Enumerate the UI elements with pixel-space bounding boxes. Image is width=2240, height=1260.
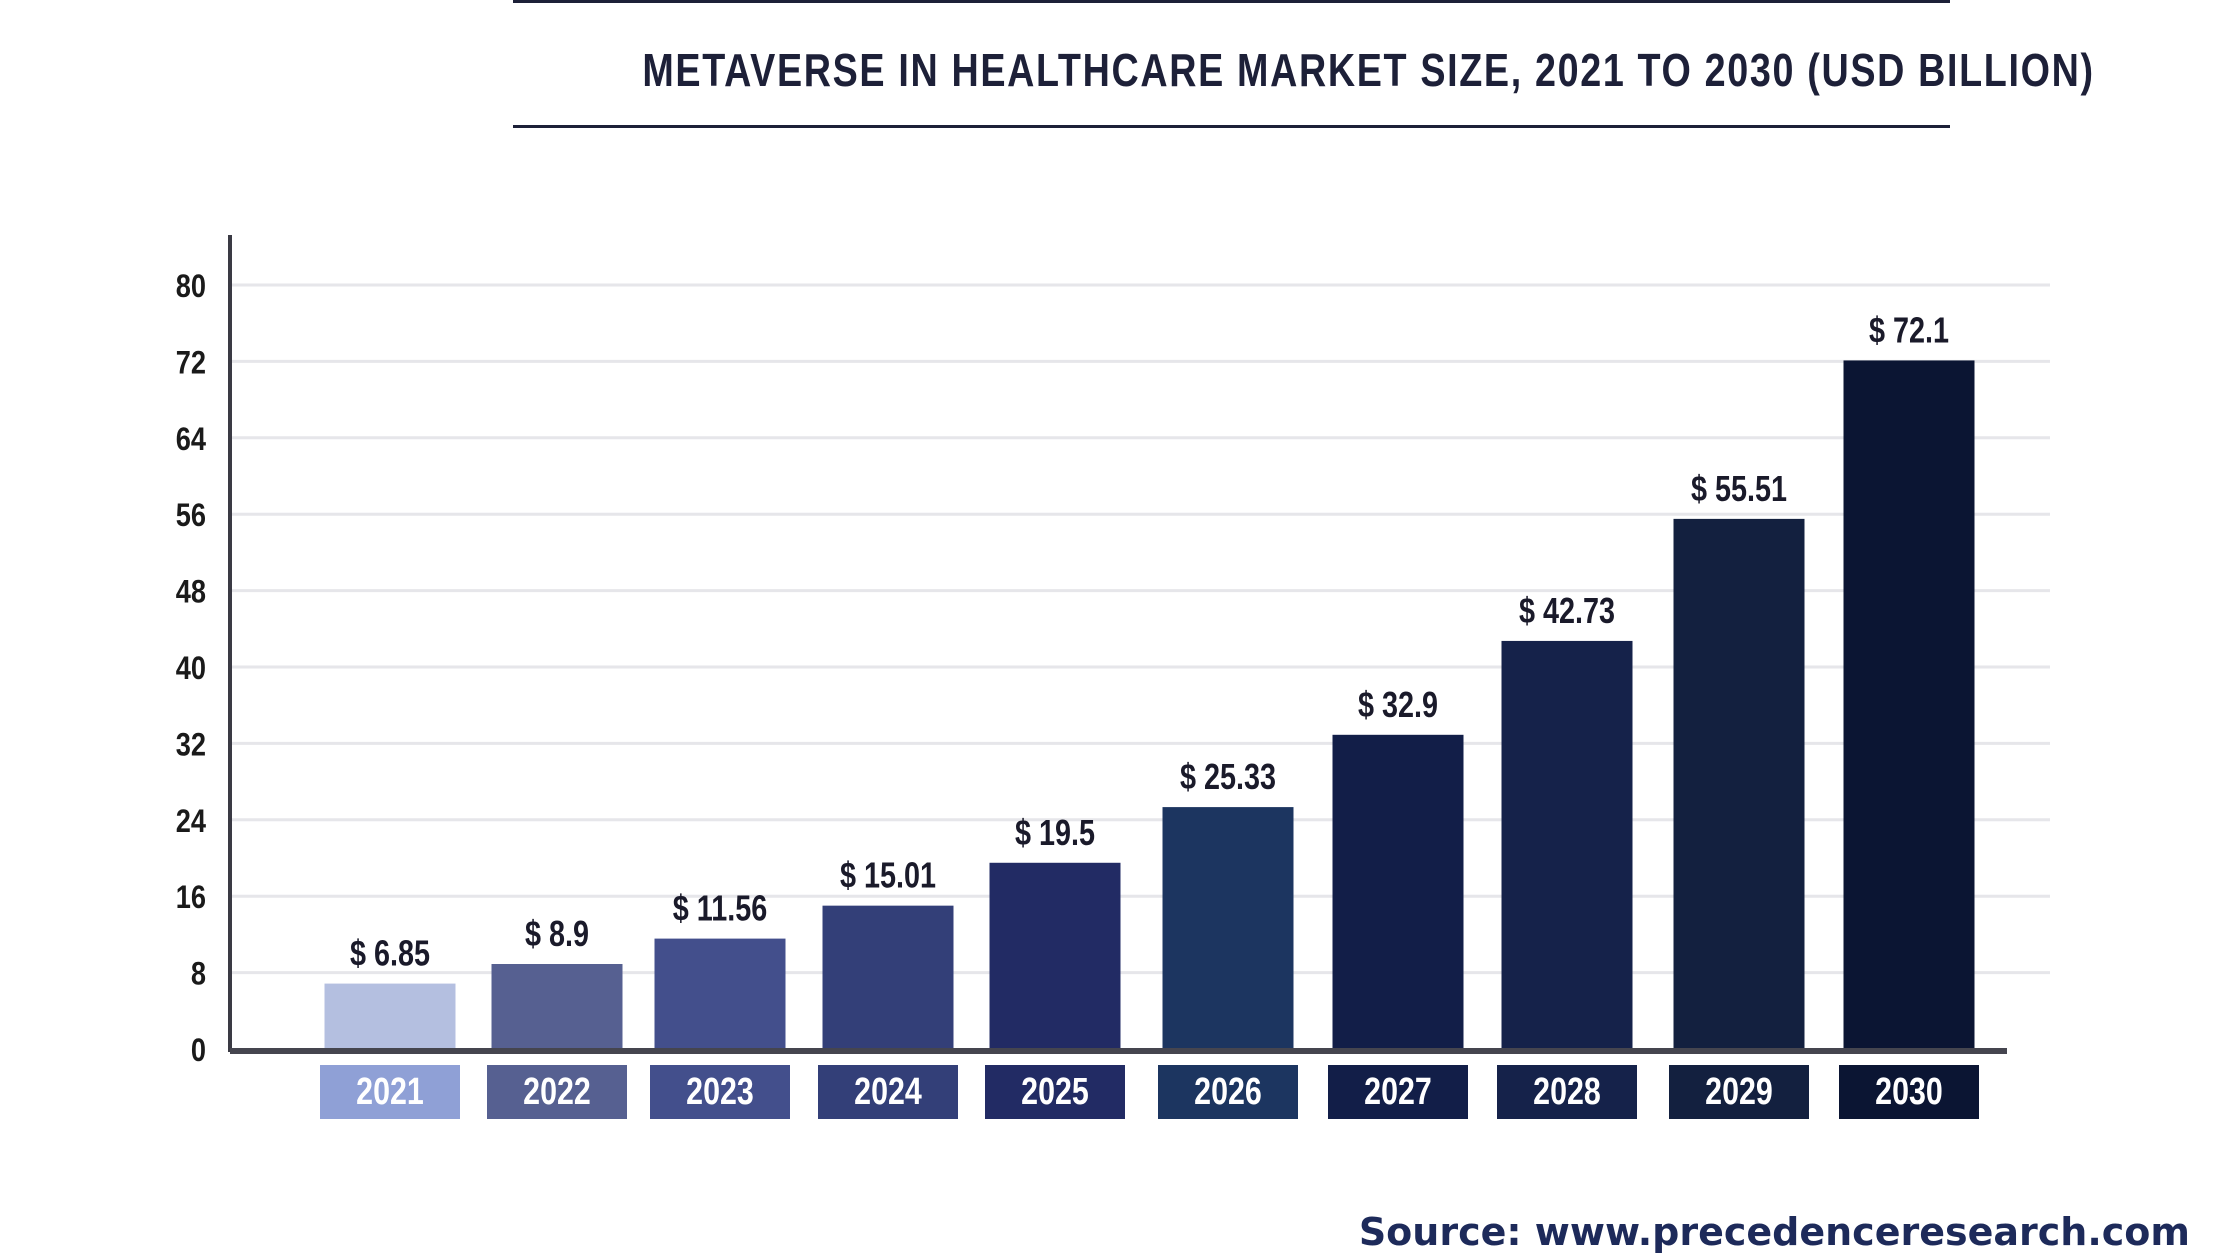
x-label-box bbox=[1497, 1065, 1637, 1119]
data-label: $ 8.9 bbox=[525, 913, 589, 954]
bar-2023 bbox=[654, 938, 786, 1049]
bar-2027 bbox=[1332, 734, 1464, 1049]
bar-2028 bbox=[1501, 640, 1633, 1049]
data-label: $ 42.73 bbox=[1519, 590, 1615, 631]
source-text: Source: www.precedenceresearch.com bbox=[1358, 1210, 2190, 1254]
x-label-box bbox=[320, 1065, 460, 1119]
data-label: $ 19.5 bbox=[1015, 812, 1095, 853]
x-label-box bbox=[1158, 1065, 1298, 1119]
x-tick-label: 2025 bbox=[1021, 1071, 1089, 1113]
x-label-box bbox=[650, 1065, 790, 1119]
data-label: $ 15.01 bbox=[840, 855, 936, 896]
y-tick-label: 64 bbox=[176, 422, 207, 458]
data-label: $ 6.85 bbox=[350, 932, 430, 973]
x-label-box bbox=[487, 1065, 627, 1119]
y-tick-label: 56 bbox=[176, 498, 206, 534]
bar-2022 bbox=[491, 964, 623, 1049]
data-label: $ 72.1 bbox=[1869, 309, 1949, 350]
y-tick-label: 80 bbox=[176, 269, 206, 305]
x-tick-label: 2029 bbox=[1705, 1071, 1773, 1113]
x-label-box bbox=[1328, 1065, 1468, 1119]
y-tick-label: 48 bbox=[176, 575, 206, 611]
bar-2030 bbox=[1843, 360, 1975, 1049]
data-label: $ 55.51 bbox=[1691, 468, 1787, 509]
data-label: $ 11.56 bbox=[673, 887, 767, 928]
x-label-box bbox=[1839, 1065, 1979, 1119]
x-label-box bbox=[818, 1065, 958, 1119]
y-tick-label: 24 bbox=[176, 804, 207, 840]
x-tick-label: 2026 bbox=[1194, 1071, 1262, 1113]
y-tick-label: 72 bbox=[176, 345, 206, 381]
bar-2026 bbox=[1162, 807, 1294, 1049]
data-label: $ 25.33 bbox=[1180, 756, 1276, 797]
y-tick-label: 8 bbox=[191, 957, 206, 993]
x-label-box bbox=[985, 1065, 1125, 1119]
x-tick-label: 2030 bbox=[1875, 1071, 1943, 1113]
data-label: $ 32.9 bbox=[1358, 684, 1438, 725]
x-tick-label: 2022 bbox=[523, 1071, 591, 1113]
title-box: METAVERSE IN HEALTHCARE MARKET SIZE, 202… bbox=[513, 0, 2093, 128]
y-tick-label: 16 bbox=[176, 880, 206, 916]
y-tick-label: 0 bbox=[191, 1033, 206, 1069]
bar-2025 bbox=[989, 862, 1121, 1049]
x-tick-label: 2021 bbox=[356, 1071, 424, 1113]
x-tick-label: 2028 bbox=[1533, 1071, 1601, 1113]
bar-2029 bbox=[1673, 518, 1805, 1049]
bar-2024 bbox=[822, 905, 954, 1049]
x-tick-label: 2024 bbox=[854, 1071, 922, 1113]
x-tick-label: 2027 bbox=[1364, 1071, 1432, 1113]
y-tick-label: 40 bbox=[176, 651, 206, 687]
x-label-box bbox=[1669, 1065, 1809, 1119]
x-tick-label: 2023 bbox=[686, 1071, 754, 1113]
bar-2021 bbox=[324, 983, 456, 1049]
y-tick-label: 32 bbox=[176, 727, 206, 763]
